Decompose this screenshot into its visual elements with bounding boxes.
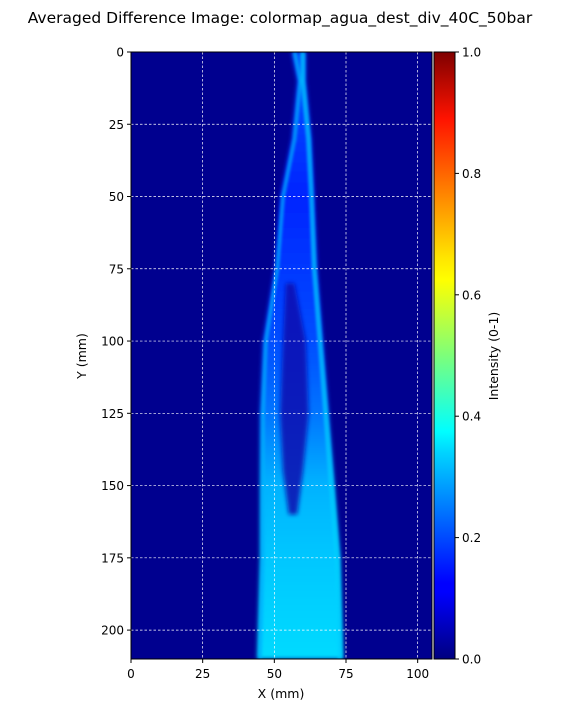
y-tick-label: 200 [101, 624, 124, 638]
x-tick-label: 100 [406, 667, 429, 681]
colorbar-tick-label: 0.6 [462, 288, 481, 302]
colorbar-tick-label: 0.2 [462, 531, 481, 545]
spray-image [257, 52, 344, 659]
y-tick-label: 100 [101, 335, 124, 349]
plot-frame [130, 51, 433, 660]
x-tick-label: 50 [267, 667, 282, 681]
y-tick-label: 175 [101, 551, 124, 565]
x-tick-label: 75 [338, 667, 353, 681]
colorbar-axis: 0.0 0.2 0.4 0.6 0.8 1.0 [455, 46, 481, 667]
colorbar-tick-label: 0.0 [462, 653, 481, 667]
x-axis-label: X (mm) [258, 686, 305, 701]
x-axis: 0 25 50 75 100 [127, 659, 429, 681]
spray-inner-core [280, 283, 309, 515]
y-axis: 0 25 50 75 100 125 150 175 200 [101, 46, 131, 638]
y-tick-label: 25 [109, 118, 124, 132]
colorbar-tick-label: 0.8 [462, 167, 481, 181]
spray-right-edge [300, 52, 343, 659]
y-tick-label: 125 [101, 407, 124, 421]
colorbar-tick-label: 0.4 [462, 410, 481, 424]
colorbar-label: Intensity (0-1) [486, 312, 501, 401]
x-tick-label: 0 [127, 667, 135, 681]
y-tick-label: 75 [109, 262, 124, 276]
x-tick-label: 25 [195, 667, 210, 681]
y-tick-label: 50 [109, 190, 124, 204]
colorbar [433, 51, 456, 660]
colorbar-tick-label: 1.0 [462, 46, 481, 60]
y-tick-label: 150 [101, 479, 124, 493]
spray-left-edge [258, 52, 303, 659]
y-tick-label: 0 [116, 46, 124, 60]
chart-title: Averaged Difference Image: colormap_agua… [28, 9, 533, 28]
y-axis-label: Y (mm) [74, 333, 89, 380]
